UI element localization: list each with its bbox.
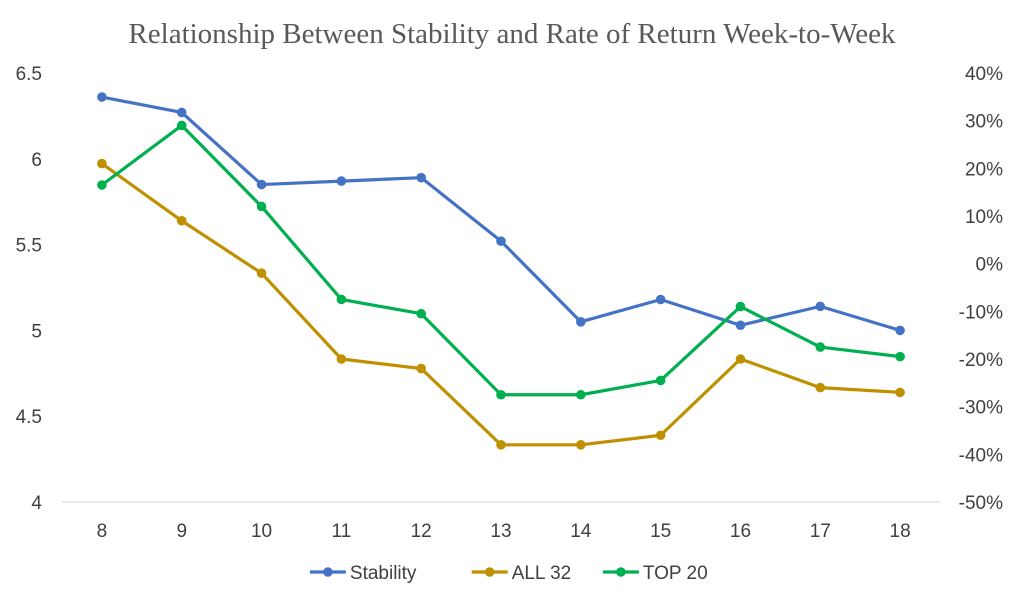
- right-tick-label: 10%: [965, 207, 1003, 228]
- left-tick-label: 5.5: [16, 236, 42, 257]
- x-tick-label: 9: [176, 521, 187, 542]
- data-point-stability: [735, 320, 746, 331]
- data-point-all-32: [176, 215, 187, 226]
- data-point-stability: [336, 176, 347, 186]
- right-tick-label: -40%: [959, 445, 1003, 466]
- data-point-all-32: [895, 387, 905, 398]
- legend-marker-top-20: [616, 567, 626, 577]
- legend-item-top-20: TOP 20: [602, 563, 708, 584]
- left-tick-label: 4: [31, 493, 42, 514]
- data-point-all-32: [815, 382, 826, 393]
- data-point-all-32: [735, 354, 746, 364]
- right-tick-label: 20%: [965, 159, 1003, 180]
- data-point-top-20: [576, 389, 586, 400]
- right-tick-label: -10%: [959, 302, 1003, 323]
- data-point-stability: [895, 325, 905, 336]
- x-tick-label: 15: [650, 521, 671, 542]
- x-tick-label: 12: [411, 521, 432, 542]
- data-point-stability: [97, 92, 107, 102]
- data-point-all-32: [655, 430, 666, 441]
- data-point-top-20: [176, 120, 187, 131]
- series-line-top-20: [100, 123, 902, 397]
- right-tick-label: -50%: [959, 493, 1003, 514]
- right-tick-label: 30%: [965, 112, 1003, 133]
- data-point-top-20: [97, 180, 107, 190]
- series-top-20: [97, 120, 905, 400]
- x-tick-label: 10: [251, 521, 272, 542]
- right-axis: -50% -40% -30% -20% -10% 0% 10% 20% 30% 40%: [959, 64, 1003, 514]
- right-tick-label: -20%: [959, 350, 1003, 371]
- data-point-top-20: [256, 201, 267, 212]
- data-point-all-32: [576, 440, 586, 450]
- x-tick-label: 8: [97, 521, 108, 542]
- series-stability: [97, 92, 905, 336]
- legend-label: TOP 20: [643, 563, 708, 584]
- legend-label: ALL 32: [512, 563, 572, 584]
- data-point-all-32: [336, 354, 347, 364]
- data-point-all-32: [97, 158, 107, 169]
- data-point-top-20: [815, 342, 826, 352]
- legend-marker-all-32: [484, 567, 495, 577]
- x-axis: 8 9 10 11 12 13 14 15 16 17 18: [97, 521, 911, 542]
- data-point-top-20: [735, 301, 746, 312]
- legend-marker-stability: [323, 567, 333, 577]
- data-point-stability: [176, 107, 187, 118]
- x-tick-label: 13: [490, 521, 511, 542]
- series-line-all-32: [100, 161, 902, 447]
- series-line-stability: [100, 95, 902, 332]
- data-point-all-32: [416, 363, 426, 374]
- series-all-32: [97, 158, 905, 450]
- x-tick-label: 17: [810, 521, 831, 542]
- data-point-top-20: [416, 308, 426, 319]
- data-point-all-32: [256, 268, 267, 279]
- data-point-stability: [416, 172, 426, 183]
- data-point-top-20: [496, 389, 506, 400]
- left-axis: 4 4.5 5 5.5 6 6.5: [16, 64, 43, 514]
- data-point-all-32: [496, 440, 506, 450]
- data-point-stability: [815, 301, 826, 312]
- data-point-top-20: [895, 351, 905, 362]
- data-point-stability: [655, 294, 666, 305]
- left-tick-label: 6: [31, 150, 42, 171]
- legend-item-stability: Stability: [309, 563, 417, 584]
- x-tick-label: 11: [331, 521, 351, 542]
- x-tick-label: 18: [890, 521, 911, 542]
- right-tick-label: -30%: [959, 398, 1003, 419]
- legend: Stability ALL 32 TOP 20: [309, 563, 708, 584]
- x-tick-label: 16: [730, 521, 751, 542]
- right-tick-label: 40%: [965, 64, 1003, 85]
- legend-label: Stability: [350, 563, 417, 584]
- left-tick-label: 4.5: [16, 407, 42, 428]
- data-point-top-20: [655, 375, 666, 386]
- data-point-stability: [576, 317, 586, 327]
- series-layer: [97, 92, 905, 450]
- right-tick-label: 0%: [976, 255, 1004, 276]
- chart-title: Relationship Between Stability and Rate …: [128, 18, 896, 50]
- data-point-top-20: [336, 294, 347, 305]
- legend-item-all-32: ALL 32: [471, 563, 572, 584]
- left-tick-label: 5: [31, 321, 42, 342]
- x-tick-label: 14: [570, 521, 592, 542]
- data-point-stability: [256, 179, 267, 190]
- left-tick-label: 6.5: [16, 64, 42, 85]
- data-point-stability: [496, 236, 506, 246]
